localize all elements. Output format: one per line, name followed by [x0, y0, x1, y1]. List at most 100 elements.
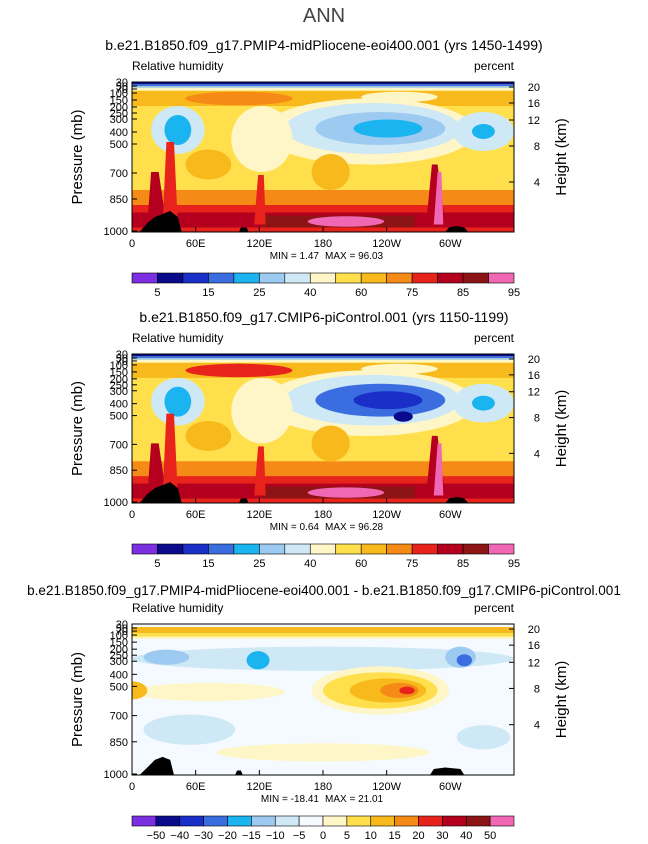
ytick-label: 70: [116, 356, 128, 368]
colorbar-label: −15: [242, 830, 261, 839]
colorbar-swatch: [157, 543, 184, 555]
convective-column-maritime: [254, 446, 266, 496]
y2tick-label: 4: [534, 448, 540, 460]
boundary-layer-pink: [307, 216, 385, 227]
ytick-label: 30: [116, 77, 128, 89]
y2tick-label: 8: [534, 413, 540, 425]
ytick-label: 250: [110, 108, 128, 120]
colorbar-swatch: [322, 815, 348, 827]
colorbar-label: 75: [406, 558, 418, 570]
colorbar-label: −40: [170, 830, 189, 839]
ytick-label: 100: [110, 88, 128, 100]
dry-zone-atlantic-core: [471, 124, 495, 139]
colorbar-label: 0: [320, 830, 326, 839]
colorbar-swatch: [157, 272, 184, 284]
ytick-label: 70: [116, 626, 128, 638]
ytick-label: 150: [110, 95, 128, 107]
colorbar-swatch: [251, 815, 276, 827]
contour-field: [132, 82, 514, 232]
ytick-label: 500: [110, 681, 128, 693]
mid-pos-core: [380, 682, 419, 698]
colorbar-label: 95: [508, 558, 520, 570]
topography-africa: [139, 756, 174, 775]
y2tick-label: 12: [528, 115, 540, 127]
ytick-label: 500: [110, 139, 128, 151]
convective-column-africa-2: [162, 413, 178, 496]
mid-pos-edge: [132, 681, 148, 700]
colorbar-swatch: [465, 815, 491, 827]
strat-band-1: [132, 82, 514, 85]
colorbar-swatch: [386, 543, 413, 555]
units-label: percent: [474, 331, 515, 345]
colorbar-swatch: [309, 272, 337, 284]
upper-moist-max: [185, 91, 293, 106]
colorbar-label: 40: [304, 287, 316, 299]
colorbar-swatch: [155, 815, 181, 827]
ylabel: Pressure (mb): [69, 109, 86, 204]
colorbar-swatch: [227, 815, 252, 827]
ytick-label: 1000: [104, 497, 128, 509]
colorbar-swatch: [298, 815, 324, 827]
colorbar-swatch: [360, 543, 387, 555]
topography-africa: [139, 211, 182, 232]
colorbar-swatch: [489, 815, 515, 827]
colorbar-swatch: [259, 543, 286, 555]
ylabel: Pressure (mb): [69, 381, 86, 476]
colorbar-swatch: [208, 272, 235, 284]
ytick-label: 30: [116, 349, 128, 361]
plume-2: [311, 425, 350, 462]
ytick-label: 500: [110, 411, 128, 423]
y2tick-label: 8: [534, 683, 540, 695]
ytick-label: 850: [110, 737, 128, 749]
colorbar-swatch: [284, 272, 311, 284]
colorbar-label: −20: [218, 830, 237, 839]
ytick-label: 100: [110, 360, 128, 372]
colorbar-swatch: [284, 543, 311, 555]
xtick-label: 60W: [439, 781, 462, 793]
xtick-label: 0: [129, 509, 135, 521]
xtick-label: 0: [129, 238, 135, 250]
dry-zone-atlantic-core: [471, 395, 495, 411]
xtick-label: 180: [314, 781, 332, 793]
colorbar-swatch: [437, 272, 464, 284]
strat-band-3: [132, 358, 514, 360]
colorbar-swatch: [131, 272, 158, 284]
variable-label: Relative humidity: [132, 601, 223, 615]
y2tick-label: 16: [528, 370, 540, 382]
colorbar-swatch: [360, 272, 387, 284]
xtick-label: 120E: [246, 509, 272, 521]
dry-zone-west-pacific: [231, 377, 293, 444]
ytick-label: 850: [110, 194, 128, 206]
min-label: MIN = -18.41: [261, 794, 320, 805]
colorbar-label: 5: [344, 830, 350, 839]
colorbar-swatch: [179, 815, 204, 827]
topography-africa: [139, 482, 182, 503]
low-pos: [216, 743, 430, 762]
ytick-label: 700: [110, 439, 128, 451]
colorbar-label: 75: [406, 287, 418, 299]
colorbar-label: 40: [304, 558, 316, 570]
colorbar-swatch: [335, 272, 362, 284]
y2tick-label: 20: [528, 624, 540, 636]
upper-neg-core-2: [456, 654, 472, 667]
ytick-label: 200: [110, 644, 128, 656]
upper-neg-core-1: [246, 651, 270, 670]
topography-se-asia: [239, 498, 249, 503]
ytick-label: 250: [110, 650, 128, 662]
colorbar-swatch: [488, 543, 515, 555]
max-label: MAX = 21.01: [325, 794, 384, 805]
colorbar-swatch: [411, 543, 438, 555]
max-label: MAX = 96.03: [325, 251, 384, 262]
colorbar-label: 85: [457, 558, 469, 570]
xtick-label: 0: [129, 781, 135, 793]
upper-neg-west: [143, 649, 190, 665]
upper-moist-max: [185, 363, 293, 378]
y2tick-label: 8: [534, 141, 540, 153]
colorbar-swatch: [370, 815, 395, 827]
strat-band-diff-3: [132, 636, 514, 640]
colorbar-label: 5: [154, 287, 160, 299]
panel-title: b.e21.B1850.f09_g17.CMIP6-piControl.001 …: [139, 309, 508, 325]
xtick-label: 60E: [186, 509, 206, 521]
y2tick-label: 16: [528, 640, 540, 652]
